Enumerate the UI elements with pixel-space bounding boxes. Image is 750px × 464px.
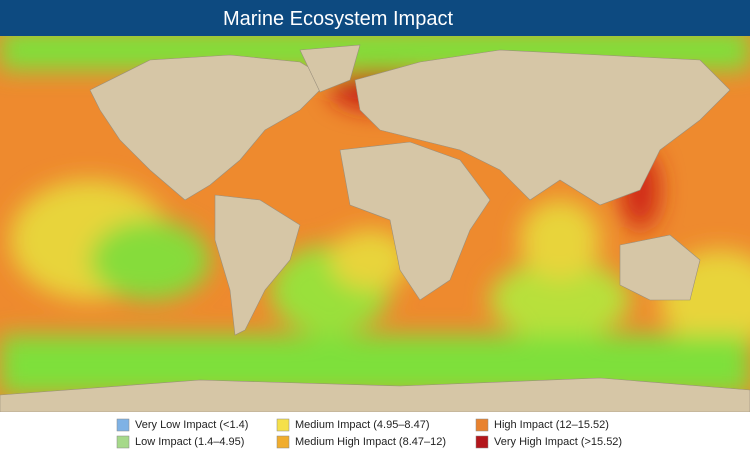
legend-swatch — [276, 418, 290, 432]
legend-label: Very Low Impact (<1.4) — [135, 419, 248, 431]
land-australia — [619, 234, 701, 301]
legend-label: Very High Impact (>15.52) — [494, 436, 622, 448]
legend: Very Low Impact (<1.4) Low Impact (1.4–4.… — [116, 418, 622, 449]
legend-label: Low Impact (1.4–4.95) — [135, 436, 244, 448]
title-bar — [0, 0, 750, 36]
land-africa — [339, 141, 491, 301]
legend-label: Medium Impact (4.95–8.47) — [295, 419, 430, 431]
legend-swatch — [276, 435, 290, 449]
land-south-america — [214, 194, 301, 336]
legend-swatch — [475, 435, 489, 449]
legend-label: High Impact (12–15.52) — [494, 419, 609, 431]
land-greenland — [299, 44, 361, 93]
land-eurasia — [354, 49, 731, 206]
legend-swatch — [116, 435, 130, 449]
legend-label: Medium High Impact (8.47–12) — [295, 436, 446, 448]
title: Marine Ecosystem Impact — [223, 8, 454, 30]
map — [0, 30, 750, 413]
land-north-america — [89, 54, 331, 201]
legend-swatch — [475, 418, 489, 432]
legend-swatch — [116, 418, 130, 432]
